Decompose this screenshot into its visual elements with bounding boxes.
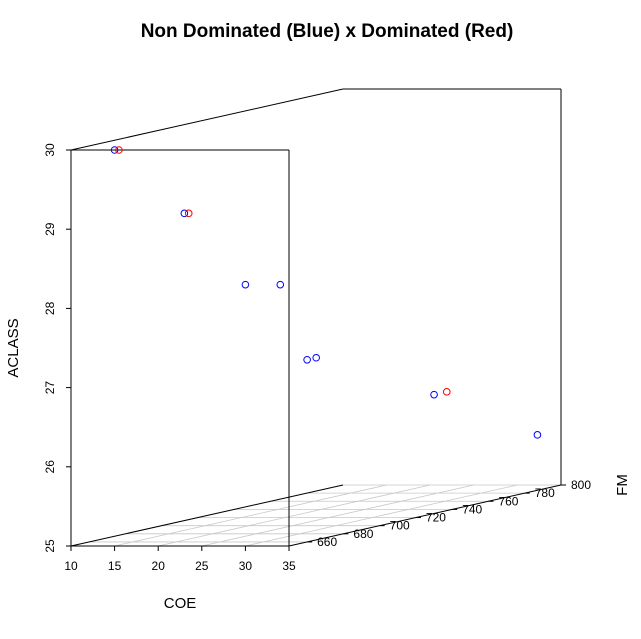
grid-line-x xyxy=(245,484,518,547)
non-dominated-point xyxy=(312,353,321,362)
dominated-point xyxy=(184,209,193,218)
y-tick-label: 800 xyxy=(571,478,591,492)
box-edge xyxy=(70,88,344,151)
z-tick-label: 27 xyxy=(43,381,57,395)
chart-title: Non Dominated (Blue) x Dominated (Red) xyxy=(141,21,514,42)
y-axis-label: FM xyxy=(614,474,631,496)
y-tick-label: 720 xyxy=(426,511,446,525)
box-edge xyxy=(288,484,562,547)
data-points xyxy=(110,146,542,439)
non-dominated-point xyxy=(533,431,542,439)
plot-box xyxy=(70,88,562,547)
axis-ticks: 10 15 20 25 30 35 25 26 27 28 29 30 660 680 700 720 740 7… xyxy=(43,143,591,573)
x-tick-label: 20 xyxy=(152,559,166,573)
floor-grid xyxy=(70,484,562,547)
non-dominated-point xyxy=(276,280,285,289)
z-axis-label: ACLASS xyxy=(5,318,22,377)
x-tick-label: 10 xyxy=(64,559,78,573)
x-tick-label: 25 xyxy=(195,559,209,573)
z-tick-label: 26 xyxy=(43,460,57,474)
non-dominated-point xyxy=(430,390,438,399)
grid-line-x xyxy=(114,484,387,547)
y-tick-label: 780 xyxy=(535,486,555,500)
non-dominated-point xyxy=(241,280,250,289)
non-dominated-point xyxy=(180,209,189,218)
x-tick-label: 35 xyxy=(282,559,296,573)
y-tick-label: 680 xyxy=(353,527,373,541)
y-tick-label: 700 xyxy=(390,519,410,533)
grid-line-x xyxy=(158,484,431,547)
x-axis-label: COE xyxy=(164,595,197,612)
y-tick-label: 660 xyxy=(317,535,337,549)
x-tick-label: 30 xyxy=(239,559,253,573)
box-edge xyxy=(70,484,344,547)
dominated-point xyxy=(115,146,123,154)
non-dominated-point xyxy=(110,146,119,154)
x-tick-label: 15 xyxy=(108,559,122,573)
z-tick-label: 25 xyxy=(43,539,57,553)
z-tick-label: 29 xyxy=(43,222,57,236)
y-tick-label: 740 xyxy=(462,502,482,516)
z-tick-label: 28 xyxy=(43,301,57,315)
grid-line-x xyxy=(201,484,474,547)
z-tick-label: 30 xyxy=(43,143,57,157)
dominated-point xyxy=(442,388,451,396)
y-tick-label: 760 xyxy=(498,494,518,508)
non-dominated-point xyxy=(303,355,311,364)
